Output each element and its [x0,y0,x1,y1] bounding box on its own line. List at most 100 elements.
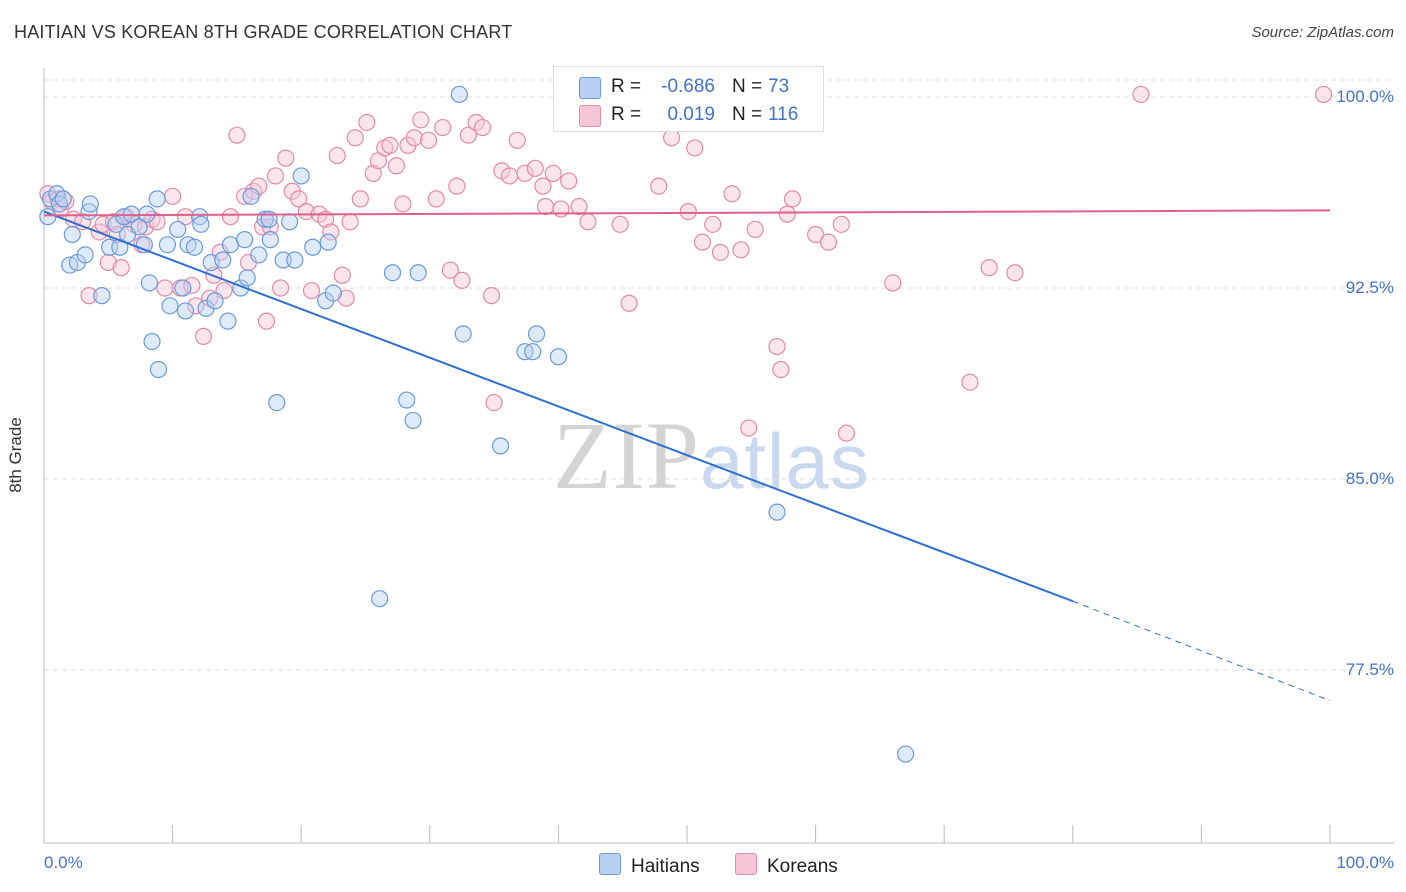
data-point-koreans [500,167,519,185]
data-point-koreans [961,373,979,391]
data-point-koreans [351,190,369,208]
data-point-haitians [143,332,161,351]
data-point-koreans [1314,85,1333,104]
haitians-trend-extension [1072,600,1331,702]
data-point-haitians [319,233,337,251]
data-point-haitians [491,437,510,455]
data-point-koreans [746,220,764,239]
data-point-koreans [482,287,501,305]
data-point-koreans [620,294,638,312]
data-point-haitians [158,236,177,254]
data-point-koreans [723,185,741,203]
r-label: R = [611,76,642,97]
y-axis-label: 8th Grade [6,417,25,493]
data-point-koreans [427,190,445,208]
data-point-koreans [221,208,240,226]
data-point-koreans [419,131,438,149]
data-point-haitians [398,391,416,409]
r-value: 0.019 [667,104,715,125]
data-point-haitians [54,190,72,208]
data-point-koreans [412,111,430,129]
data-point-koreans [322,223,340,241]
data-point-koreans [94,215,112,233]
data-point-haitians [161,297,179,315]
data-point-koreans [772,360,790,379]
data-point-haitians [169,220,187,239]
data-point-koreans [570,197,588,216]
data-point-haitians [549,348,568,366]
data-point-haitians [524,343,542,361]
source-credit: Source: ZipAtlas.com [1251,24,1394,41]
y-tick-label: 77.5% [1345,660,1394,679]
data-point-koreans [341,213,359,231]
n-label: N = [732,104,763,125]
legend-item-koreans: Koreans [735,853,838,878]
data-point-koreans [434,118,452,137]
data-point-haitians [140,274,159,292]
data-point-haitians [192,215,210,233]
x-tick-label: 100.0% [1336,853,1394,872]
data-point-koreans [611,215,629,233]
data-point-haitians [768,503,786,521]
n-value: 73 [768,76,790,97]
data-point-haitians [286,251,304,269]
data-point-koreans [112,259,130,277]
y-tick-label: 100.0% [1336,87,1394,106]
data-point-koreans [837,424,856,442]
data-point-koreans [686,139,704,157]
legend-row-haitians: R = -0.686 N = 73 [554,73,823,101]
data-point-koreans [228,126,246,144]
data-point-koreans [544,164,562,182]
data-point-koreans [485,394,503,412]
data-point-haitians [130,218,148,236]
data-point-haitians [261,231,279,249]
y-tick-label: 85.0% [1345,469,1394,488]
data-point-haitians [242,187,260,205]
data-point-haitians [454,325,472,343]
data-point-koreans [806,225,825,244]
data-point-haitians [383,264,402,282]
data-point-koreans [884,274,902,292]
data-point-koreans [508,131,526,149]
data-point-koreans [441,261,459,279]
data-point-koreans [980,259,998,277]
data-point-koreans [832,215,850,233]
data-point-koreans [80,287,98,305]
data-point-haitians [149,360,168,379]
data-point-koreans [266,167,285,185]
data-point-koreans [290,190,308,208]
data-point-koreans [1006,264,1024,282]
data-point-koreans [328,146,346,165]
koreans-legend-swatch [735,853,757,875]
y-tick-label: 92.5% [1345,278,1394,297]
data-point-haitians [176,302,195,320]
n-value: 116 [768,104,799,125]
data-point-haitians [81,195,99,213]
data-point-haitians [111,238,129,256]
data-point-koreans [711,243,730,261]
data-point-koreans [783,190,802,208]
data-point-koreans [453,271,471,289]
data-point-koreans [358,113,376,132]
data-point-koreans [778,205,796,223]
watermark-atlas: atlas [700,417,870,505]
data-point-haitians [250,246,268,264]
haitians-legend-label: Haitians [631,856,700,877]
data-point-koreans [704,215,722,233]
data-point-haitians [174,279,192,297]
data-point-haitians [185,238,204,256]
data-point-haitians [63,225,81,244]
data-point-haitians [219,312,237,330]
data-point-haitians [214,251,232,269]
data-point-koreans [516,164,534,182]
watermark: ZIPatlas [553,400,870,511]
koreans-trend-line [43,209,1331,217]
data-point-koreans [560,172,578,190]
data-point-haitians [304,238,322,256]
stats-legend: R = -0.686 N = 73 R = 0.019 N = 116 [553,66,824,132]
data-point-koreans [405,129,423,147]
data-point-haitians [93,287,111,305]
legend-row-koreans: R = 0.019 N = 116 [554,101,823,129]
data-point-haitians [450,85,468,104]
data-point-koreans [459,126,477,144]
